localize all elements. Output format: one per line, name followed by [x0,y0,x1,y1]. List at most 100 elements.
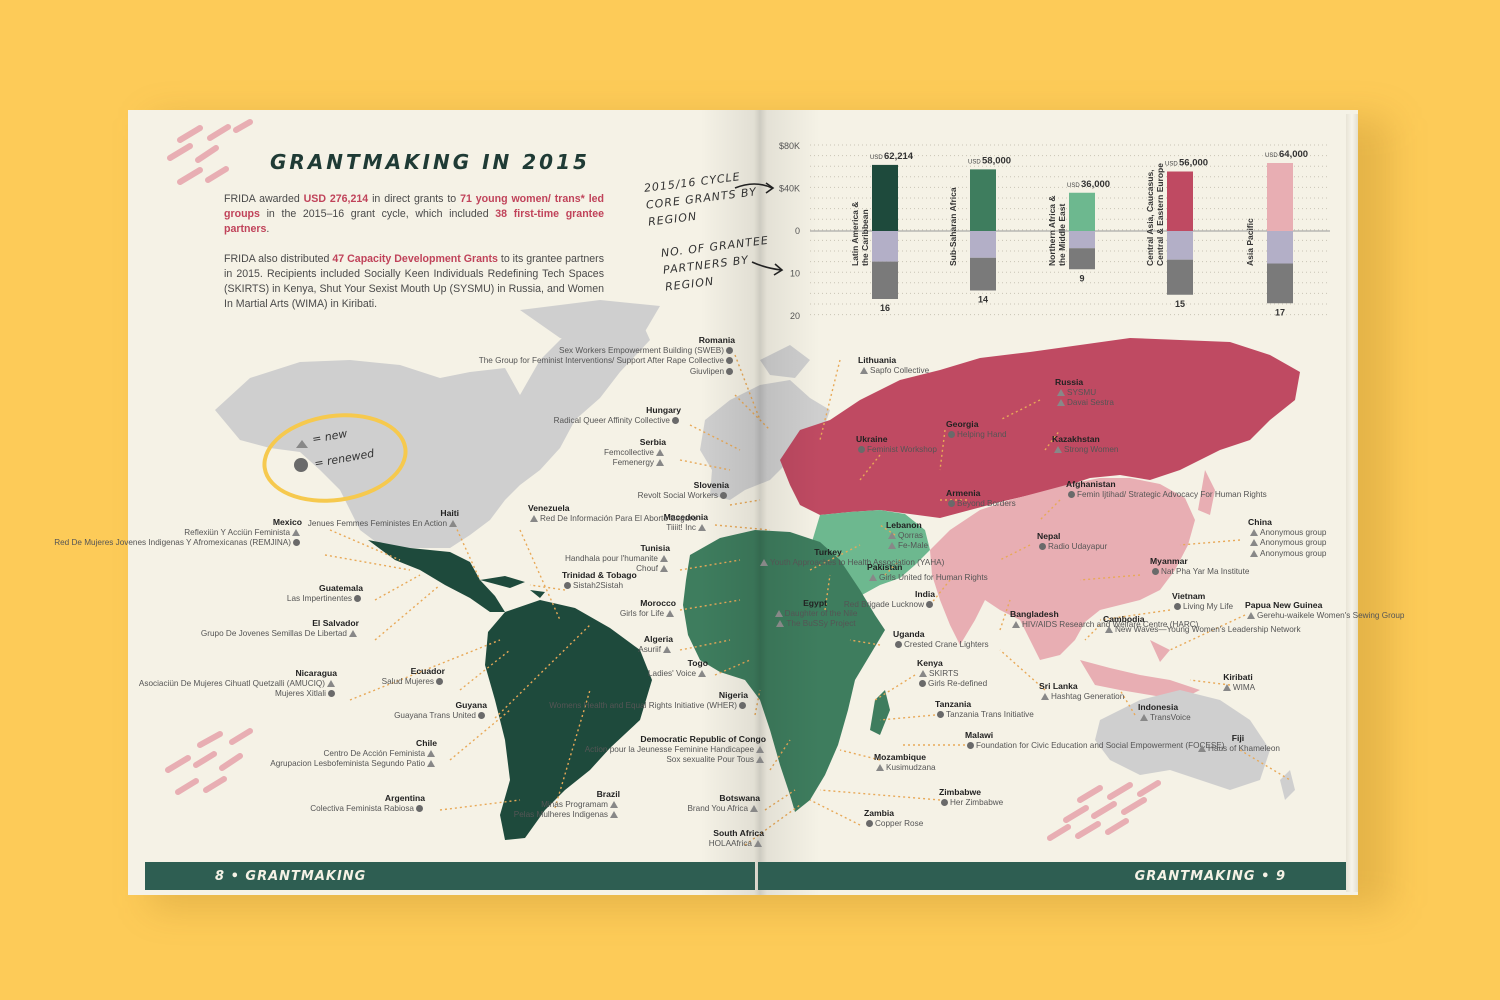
grantee-group: Gerehu-waikele Women's Sewing Group [1245,611,1405,622]
grantee-name: New Waves—Young Women's Leadership Netwo… [1115,624,1301,634]
grantee-group: Guayana Trans United [394,711,487,722]
country-label-sri_lanka: Sri Lanka Hashtag Generation [1039,681,1124,702]
grant-bar [970,169,996,231]
grantee-name: HOLAAfrica [708,838,752,848]
grantee-group: Hashtag Generation [1039,692,1124,703]
grantee-name: Beyond Borders [957,498,1016,508]
southeast-asia-islands [1080,640,1200,700]
country-name: Kiribati [1223,672,1253,682]
new-grantee-marker [776,620,785,628]
grantee-name: Femcollective [603,447,654,457]
grantee-name: TransVoice [1150,712,1191,722]
grant-bar [1267,163,1293,231]
grantee-name: Revolt Social Workers [637,490,718,500]
renewed-grantee-marker [941,798,948,806]
grantee-name: Giuvlipen [689,366,724,376]
grantee-name: Her Zimbabwe [950,797,1004,807]
partner-count-label: 16 [880,303,890,313]
country-name: Armenia [946,488,981,498]
new-grantee-marker [349,629,357,637]
new-grantee-marker [1012,620,1020,628]
grantee-name: Red Brigade Lucknow [843,599,924,609]
grant-value-prefix: USD [1165,162,1178,168]
country-label-pakistan: Pakistan Girls United for Human Rights [867,562,988,583]
country-name: Cambodia [1103,614,1145,624]
country-label-argentina: Argentina Colectiva Feminista Rabiosa [310,793,425,814]
grantee-group: Femin Ijtihad/ Strategic Advocacy For Hu… [1066,490,1267,501]
grantee-group: Radical Queer Affinity Collective [554,416,681,427]
grantee-group: New Waves—Young Women's Leadership Netwo… [1103,625,1301,636]
grantee-name: Chouf [636,564,658,573]
country-name: Tanzania [935,699,972,709]
grantee-group: Copper Rose [864,819,923,830]
country-label-drc: Democratic Republic of Congo Action pour … [585,734,766,766]
category-label: Sub-Saharan Africa [948,187,958,266]
grantee-group: SYSMU [1055,388,1114,399]
renewed-grantee-marker [726,367,733,375]
country-name: Guyana [455,700,487,710]
country-name: Chile [415,738,437,748]
africa-landmass [683,530,885,812]
new-grantee-marker [663,645,671,653]
grantee-group: Asuriif [638,645,673,656]
new-grantee-marker [756,756,764,764]
grantee-group: Anonymous group [1248,549,1326,560]
grantee-name: Sox sexualite Pour Tous [666,755,754,764]
country-label-china: China Anonymous group Anonymous group Anony… [1248,517,1326,559]
grantee-group: Mujeres Xitlali [139,689,337,700]
country-name: Nepal [1037,531,1061,541]
grantee-group: Youth Approaches to Health Association (… [758,558,944,569]
renewed-grantee-marker [926,600,933,608]
grantee-group: Tiiiit! Inc [664,523,708,534]
partner-count-label: 9 [1079,273,1084,283]
country-label-mexico: Mexico Reflexiün Y Acciün Feminista Red De… [54,517,302,549]
grant-value-label: 58,000 [982,155,1011,166]
country-name: Romania [698,335,735,345]
y-tick-label: $40K [779,184,800,194]
renewed-grantee-marker [1068,490,1075,498]
grantee-group: Red De Información Para El Aborto Seguro [528,514,697,525]
renewed-grantee-marker [858,445,865,453]
grantee-group: Giuvlipen [479,367,735,378]
renewed-grantee-marker [739,701,746,709]
partner-count-label: 15 [1175,299,1185,309]
partner-bar-lower [872,261,898,299]
new-grantee-marker [750,804,758,812]
renewed-grantee-marker [564,581,571,589]
country-name: Lebanon [886,520,922,530]
country-label-india: India Red Brigade Lucknow [844,589,935,610]
new-grantee-marker [1250,528,1258,536]
category-label: Central & Eastern Europe [1155,163,1165,266]
country-name: India [914,589,935,599]
country-name: Ecuador [410,666,445,676]
country-label-vietnam: Vietnam Living My Life [1172,591,1233,612]
grantee-name: Kusimudzana [886,762,936,772]
country-label-cambodia: Cambodia New Waves—Young Women's Leadersh… [1103,614,1301,635]
renewed-grantee-marker [948,430,955,438]
country-name: Venezuela [528,503,570,513]
new-grantee-marker [1054,445,1062,453]
country-name: Botswana [719,793,760,803]
new-grantee-marker [1198,744,1207,752]
legend-renewed-dot [294,458,308,472]
eurasia-landmass [780,338,1300,518]
grantee-name: The BuSSy Project [786,619,856,628]
new-grantee-marker [876,763,884,771]
grantee-group: Womens Health and Equal Rights Initiativ… [549,701,748,712]
category-label: Latin America & [850,202,860,266]
grantee-group: Jenues Femmes Feministes En Action [308,519,459,530]
country-label-slovenia: Slovenia Revolt Social Workers [638,480,729,501]
grantee-name: WIMA [1232,682,1256,692]
country-label-uganda: Uganda Crested Crane Lighters [893,629,989,650]
grant-bar [1167,171,1193,231]
new-grantee-marker [698,669,706,677]
grantee-group: Her Zimbabwe [939,798,1003,809]
grantee-name: Tanzania Trans Initiative [946,709,1034,719]
y-tick-label: 20 [790,311,800,321]
grantee-name: Copper Rose [875,818,924,828]
grantee-name: Haus of Khameleon [1208,743,1280,753]
country-label-georgia: Georgia Helping Hand [946,419,1007,440]
grantee-name: Sex Workers Empowerment Building (SWEB) [558,345,724,355]
country-label-south_africa: South Africa HOLAAfrica [709,828,764,849]
